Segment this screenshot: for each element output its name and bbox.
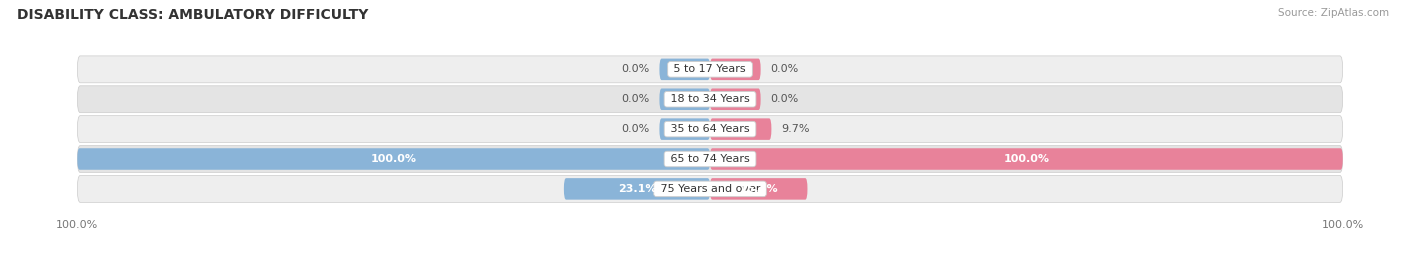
Text: 0.0%: 0.0% xyxy=(621,64,650,74)
FancyBboxPatch shape xyxy=(659,118,710,140)
FancyBboxPatch shape xyxy=(77,56,1343,83)
Text: 65 to 74 Years: 65 to 74 Years xyxy=(666,154,754,164)
FancyBboxPatch shape xyxy=(710,89,761,110)
Text: 23.1%: 23.1% xyxy=(617,184,657,194)
FancyBboxPatch shape xyxy=(659,89,710,110)
FancyBboxPatch shape xyxy=(77,175,1343,202)
Text: 0.0%: 0.0% xyxy=(770,64,799,74)
Text: 0.0%: 0.0% xyxy=(621,94,650,104)
FancyBboxPatch shape xyxy=(710,59,761,80)
Text: 9.7%: 9.7% xyxy=(780,124,810,134)
FancyBboxPatch shape xyxy=(710,178,807,200)
Text: 75 Years and over: 75 Years and over xyxy=(657,184,763,194)
Text: 5 to 17 Years: 5 to 17 Years xyxy=(671,64,749,74)
Text: 35 to 64 Years: 35 to 64 Years xyxy=(666,124,754,134)
Text: Source: ZipAtlas.com: Source: ZipAtlas.com xyxy=(1278,8,1389,18)
Text: 0.0%: 0.0% xyxy=(770,94,799,104)
Text: 0.0%: 0.0% xyxy=(621,124,650,134)
FancyBboxPatch shape xyxy=(77,116,1343,143)
Text: DISABILITY CLASS: AMBULATORY DIFFICULTY: DISABILITY CLASS: AMBULATORY DIFFICULTY xyxy=(17,8,368,22)
FancyBboxPatch shape xyxy=(77,86,1343,113)
Text: 15.4%: 15.4% xyxy=(740,184,778,194)
FancyBboxPatch shape xyxy=(77,146,1343,172)
FancyBboxPatch shape xyxy=(77,148,710,170)
FancyBboxPatch shape xyxy=(564,178,710,200)
Legend: Male, Female: Male, Female xyxy=(648,266,772,269)
Text: 100.0%: 100.0% xyxy=(371,154,416,164)
FancyBboxPatch shape xyxy=(710,148,1343,170)
FancyBboxPatch shape xyxy=(710,118,772,140)
Text: 100.0%: 100.0% xyxy=(1004,154,1049,164)
FancyBboxPatch shape xyxy=(659,59,710,80)
Text: 18 to 34 Years: 18 to 34 Years xyxy=(666,94,754,104)
